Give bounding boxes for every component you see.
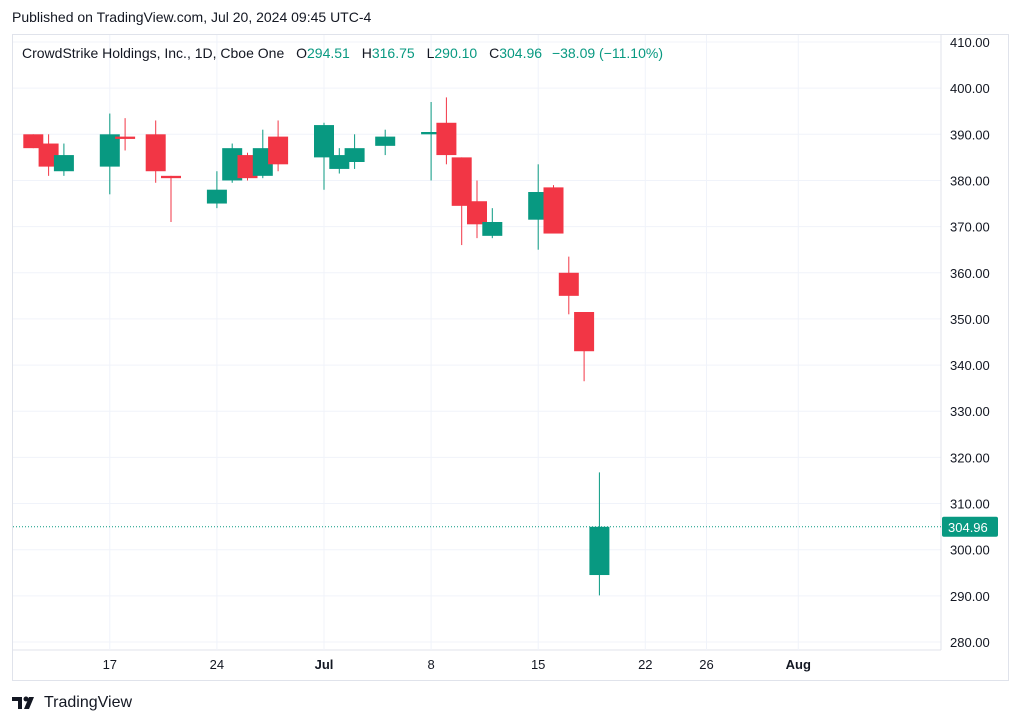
change-value: −38.09 (−11.10%) — [551, 45, 663, 61]
chart-legend: CrowdStrike Holdings, Inc., 1D, Cboe One… — [22, 45, 663, 61]
candle-body — [467, 201, 487, 225]
candle — [115, 118, 136, 151]
candle-body — [53, 155, 74, 172]
candle — [237, 152, 258, 181]
candle — [589, 472, 610, 596]
candle-body — [528, 192, 549, 220]
x-tick-label: 22 — [638, 657, 652, 672]
x-tick-label: 26 — [699, 657, 713, 672]
candle-body — [574, 312, 595, 352]
x-tick-label: Jul — [315, 657, 334, 672]
candle — [421, 102, 442, 181]
candle — [268, 120, 289, 172]
y-tick-label: 400.00 — [950, 81, 990, 96]
candle-body — [23, 134, 44, 149]
last-price-label: 304.96 — [948, 520, 988, 535]
candle-body — [329, 155, 350, 169]
high-value: 316.75 — [371, 45, 415, 61]
candle — [145, 120, 166, 183]
y-tick-label: 360.00 — [950, 266, 990, 281]
y-tick-label: 410.00 — [950, 35, 990, 50]
candle-body — [314, 125, 334, 158]
last-price-line: 304.96 — [13, 516, 998, 537]
candle-body — [115, 136, 136, 139]
candle-body — [589, 526, 610, 576]
high-label: H — [361, 45, 372, 61]
candle — [344, 134, 365, 169]
candle — [23, 134, 44, 149]
open-label: O — [296, 45, 308, 61]
candle — [329, 148, 350, 174]
candle-body — [421, 132, 442, 135]
candle — [436, 97, 457, 165]
footer-brand-label: TradingView — [44, 694, 133, 711]
y-tick-label: 320.00 — [950, 450, 990, 465]
candles — [23, 97, 610, 596]
y-tick-label: 370.00 — [950, 220, 990, 235]
chart-frame[interactable] — [12, 34, 1009, 681]
candle — [467, 180, 487, 239]
published-caption: Published on TradingView.com, Jul 20, 20… — [12, 9, 372, 25]
y-tick-label: 350.00 — [950, 312, 990, 327]
candle-body — [222, 148, 243, 181]
y-tick-label: 290.00 — [950, 589, 990, 604]
y-tick-label: 310.00 — [950, 497, 990, 512]
candle — [99, 113, 120, 195]
y-tick-label: 340.00 — [950, 358, 990, 373]
x-tick-label: 17 — [103, 657, 117, 672]
candle — [314, 122, 334, 190]
y-tick-label: 380.00 — [950, 173, 990, 188]
candle-body — [268, 136, 289, 165]
candle-body — [252, 148, 273, 176]
candle-body — [206, 189, 227, 204]
tradingview-logo-icon — [12, 696, 34, 709]
candle-body — [99, 134, 120, 167]
candle-body — [344, 148, 365, 162]
candle-body — [558, 272, 579, 296]
candle — [38, 134, 59, 176]
y-tick-label: 300.00 — [950, 543, 990, 558]
x-tick-label: 24 — [210, 657, 224, 672]
x-tick-label: 8 — [427, 657, 434, 672]
candle-body — [375, 136, 396, 146]
candle-body — [237, 155, 258, 179]
x-tick-label: Aug — [786, 657, 811, 672]
time-axis: 17 24 Jul 8 15 22 26 Aug — [103, 657, 811, 672]
candle — [53, 143, 74, 176]
candle-body — [451, 157, 472, 206]
low-value: 290.10 — [434, 45, 478, 61]
candle — [222, 143, 243, 183]
grid-lines — [13, 35, 942, 651]
y-tick-label: 330.00 — [950, 404, 990, 419]
open-value: 294.51 — [307, 45, 350, 61]
footer-brand[interactable]: TradingView — [12, 694, 132, 712]
candle — [558, 256, 579, 315]
candle — [543, 185, 564, 234]
x-tick-label: 15 — [531, 657, 545, 672]
symbol-label: CrowdStrike Holdings, Inc., 1D, Cboe One — [22, 45, 285, 61]
low-label: L — [426, 45, 435, 61]
candle — [161, 175, 181, 222]
candle — [252, 129, 273, 179]
candle — [528, 164, 549, 250]
y-tick-label: 280.00 — [950, 635, 990, 650]
candle-body — [38, 143, 59, 167]
candle — [206, 171, 227, 209]
candle — [375, 129, 396, 156]
candle-body — [161, 175, 181, 179]
candle-body — [145, 134, 166, 172]
candle — [451, 157, 472, 246]
last-price-tag — [942, 516, 998, 537]
close-label: C — [489, 45, 500, 61]
close-value: 304.96 — [499, 45, 543, 61]
candle — [574, 312, 595, 382]
candle-body — [482, 222, 503, 236]
candle-body — [436, 122, 457, 156]
candle — [482, 208, 503, 239]
y-tick-label: 390.00 — [950, 127, 990, 142]
candle-body — [543, 187, 564, 234]
price-axis: 410.00 400.00 390.00 380.00 370.00 360.00 350.… — [950, 35, 990, 650]
